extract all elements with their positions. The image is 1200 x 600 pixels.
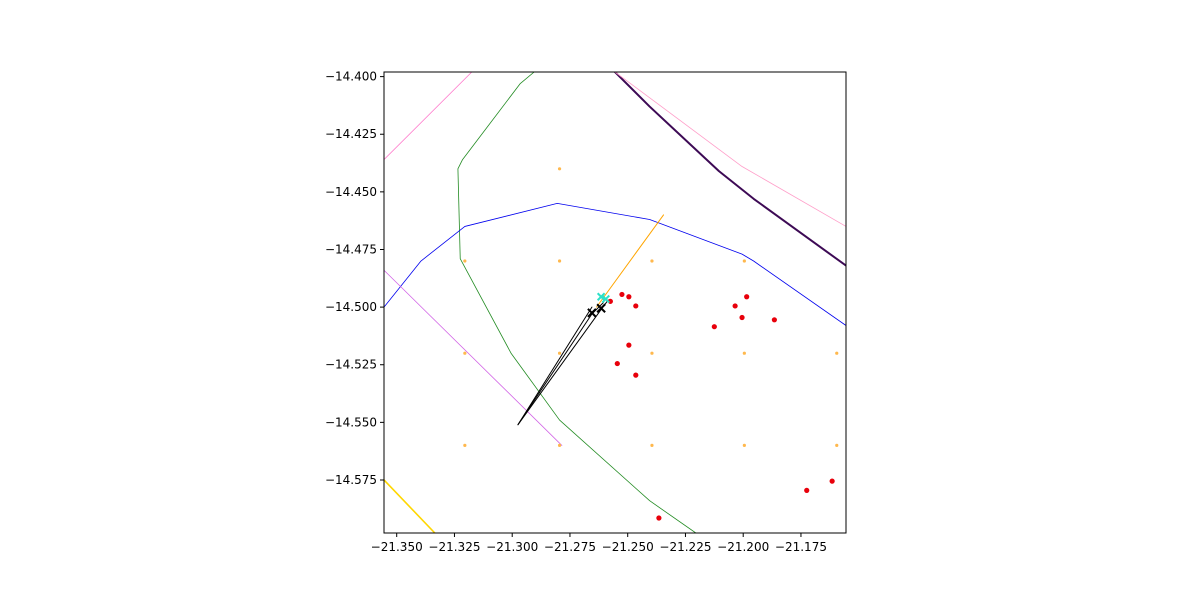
cyan-points-point-1	[596, 292, 606, 301]
grid-points-point-15	[835, 443, 839, 448]
black-crosses-point-1	[587, 308, 597, 318]
red-points-point-14	[829, 478, 835, 484]
y-tick-label: −14.400	[325, 70, 377, 84]
red-points-point-9	[711, 324, 717, 330]
x-tick-label: −21.200	[717, 540, 769, 554]
red-points-point-7	[739, 314, 745, 321]
x-tick-label: −21.250	[602, 540, 654, 554]
grid-points-point-12	[557, 443, 562, 448]
red-points-point-13	[804, 487, 810, 493]
plot-frame	[383, 71, 847, 534]
red-points-point-11	[614, 360, 620, 367]
red-points-point-5	[732, 303, 738, 309]
red-points-point-15	[656, 515, 662, 521]
red-points-point-1	[619, 291, 625, 298]
red-points-point-12	[633, 372, 639, 378]
red-points-point-4	[633, 303, 639, 309]
y-tick-label: −14.525	[325, 358, 377, 372]
y-tick-label: −14.500	[325, 300, 377, 314]
grid-points-point-1	[557, 167, 562, 171]
y-tick-label: −14.450	[325, 185, 377, 199]
series-line-5	[384, 202, 846, 326]
x-tick-label: −21.325	[428, 540, 480, 554]
grid-points-point-2	[463, 259, 467, 263]
grid-points-point-6	[463, 351, 467, 355]
x-tick-label: −21.300	[486, 540, 538, 554]
cyan-points-point-2	[601, 294, 610, 304]
series-line-3	[384, 72, 473, 160]
plot-background	[384, 72, 846, 533]
y-tick-label: −14.575	[325, 473, 377, 487]
y-axis: −14.400 −14.425 −14.450 −14.475 −14.500 −14.5…	[325, 70, 384, 487]
series-line-7	[384, 479, 436, 533]
plot-area	[384, 72, 846, 533]
grid-points-point-8	[650, 351, 654, 355]
x-tick-label: −21.225	[659, 540, 711, 554]
red-points-point-10	[626, 342, 632, 348]
red-points-point-8	[771, 317, 777, 323]
grid-points-point-14	[742, 443, 746, 448]
grid-points-point-4	[650, 259, 654, 263]
x-tick-label: −21.275	[544, 540, 596, 554]
grid-points-point-13	[650, 443, 654, 448]
red-points-point-2	[626, 294, 632, 300]
x-axis: −21.350 −21.325 −21.300 −21.275 −21.250 −21.2…	[371, 533, 827, 554]
grid-points-point-7	[557, 351, 562, 355]
series-line-11	[517, 306, 593, 426]
grid-points-point-10	[835, 351, 839, 355]
series-line-4	[457, 72, 697, 533]
x-tick-label: −21.350	[371, 540, 423, 554]
series-line-8	[596, 214, 665, 308]
red-points-point-6	[744, 294, 750, 300]
black-crosses-point-2	[596, 303, 606, 313]
y-tick-label: −14.550	[325, 415, 377, 429]
y-tick-label: −14.475	[325, 242, 377, 256]
grid-points-point-11	[463, 443, 467, 448]
grid-points-point-3	[557, 259, 562, 263]
series-line-2	[614, 72, 846, 227]
y-tick-label: −14.425	[325, 127, 377, 141]
grid-points-point-9	[742, 351, 746, 355]
series-line-6	[384, 269, 563, 446]
x-tick-label: −21.175	[775, 540, 827, 554]
series-line-1	[614, 72, 846, 267]
grid-points-point-5	[742, 259, 746, 263]
